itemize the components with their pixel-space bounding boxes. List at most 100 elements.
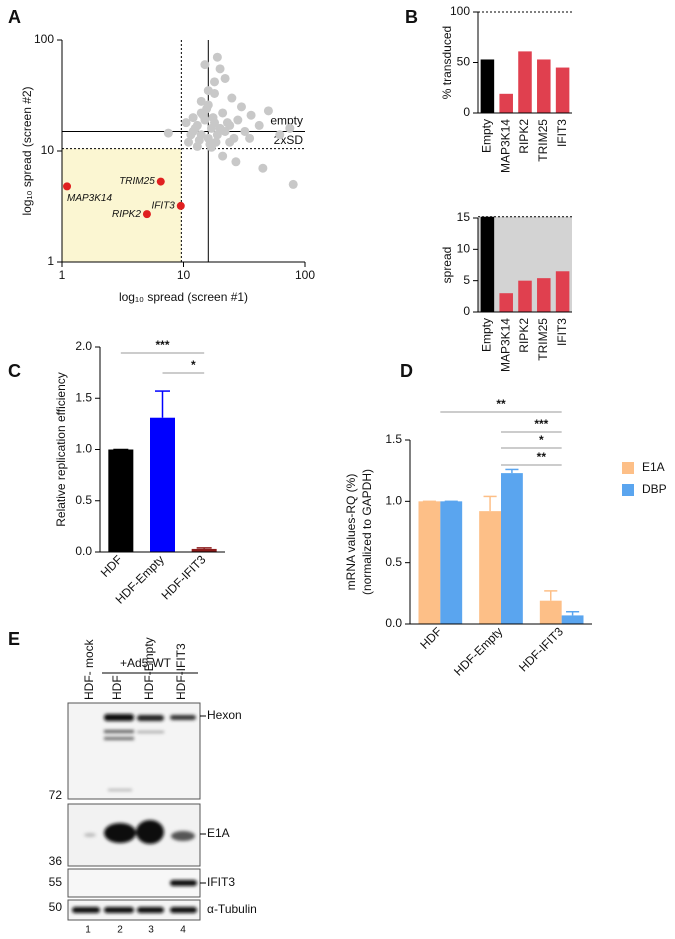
row-label: Hexon	[207, 708, 242, 722]
bar	[499, 93, 513, 113]
significance-label: ***	[155, 338, 169, 352]
bar	[480, 216, 495, 312]
y-axis-label: mRNA values-RQ (%)	[344, 474, 358, 591]
x-tick-label: MAP3K14	[498, 318, 512, 372]
lane-number: 2	[117, 925, 123, 936]
bar	[518, 51, 532, 113]
y-tick-label: 1.0	[75, 442, 92, 456]
y-tick-label: 10	[41, 143, 55, 157]
x-tick-label: TRIM25	[536, 318, 550, 361]
bar	[418, 501, 441, 624]
point	[63, 182, 72, 191]
y-tick-label: 100	[450, 4, 470, 18]
bar	[499, 293, 513, 312]
y-axis-label: Relative replication efficiency	[54, 372, 68, 527]
bar	[440, 501, 463, 624]
panel-letter: B	[405, 7, 418, 27]
point-label: MAP3K14	[67, 193, 112, 204]
x-tick-label: RIPK2	[517, 318, 531, 353]
point	[233, 115, 243, 125]
point-label: TRIM25	[119, 176, 155, 187]
point	[200, 60, 210, 70]
bar	[191, 548, 217, 552]
y-tick-label: 15	[457, 210, 471, 224]
point	[215, 64, 225, 74]
bar	[537, 59, 551, 113]
treatment-label: +Ad5-WT	[120, 656, 172, 670]
panel-letter: E	[8, 629, 20, 649]
point	[246, 110, 256, 120]
point	[263, 106, 273, 116]
x-tick-label: HDF-IFIT3	[516, 624, 566, 674]
point	[142, 210, 151, 219]
y-tick-label: 0	[463, 105, 470, 119]
x-tick-label: HDF	[98, 552, 125, 579]
y-tick-label: 1.0	[385, 494, 402, 508]
bands	[104, 714, 196, 791]
point-label: IFIT3	[151, 201, 175, 212]
highlight-region	[62, 148, 182, 262]
point	[220, 73, 230, 83]
point	[210, 88, 220, 98]
bands	[72, 907, 197, 913]
band	[170, 880, 197, 886]
lane-number: 4	[180, 925, 186, 936]
point	[176, 201, 185, 210]
bar	[555, 271, 570, 312]
point	[254, 120, 264, 130]
legend-label: E1A	[642, 460, 665, 474]
point	[236, 102, 246, 112]
blot: +Ad5-WT HDF- mock HDF HDF-Empty HDF-IFIT…	[49, 637, 257, 935]
point	[285, 123, 295, 133]
mw-marker: 36	[49, 854, 63, 868]
y-tick-label: 10	[457, 242, 471, 256]
lane-number: 1	[85, 925, 91, 936]
point	[203, 100, 213, 110]
y-axis-label: % transduced	[440, 26, 454, 99]
x-tick-label: 100	[295, 268, 315, 282]
y-tick-label: 100	[34, 32, 54, 46]
y-tick-label: 2.0	[75, 339, 92, 353]
point	[196, 108, 206, 118]
panel-letter: C	[8, 361, 21, 381]
point	[240, 126, 250, 136]
point	[184, 137, 194, 147]
point	[188, 113, 198, 123]
y-tick-label: 0.0	[75, 544, 92, 558]
mw-marker: 50	[49, 900, 63, 914]
point	[288, 179, 298, 189]
point	[222, 118, 232, 128]
point	[210, 77, 220, 87]
y-tick-label: 0.0	[385, 616, 402, 630]
bar	[501, 473, 523, 624]
y-tick-label: 0.5	[75, 493, 92, 507]
x-tick-label: 10	[177, 268, 191, 282]
point	[227, 93, 237, 103]
point	[156, 177, 165, 186]
panel-letter: A	[8, 7, 21, 27]
point	[231, 157, 241, 167]
point	[218, 151, 228, 161]
y-tick-label: 1.5	[75, 390, 92, 404]
x-tick-label: Empty	[480, 119, 494, 153]
x-tick-label: TRIM25	[536, 119, 550, 162]
x-axis-label: log₁₀ spread (screen #1)	[119, 290, 248, 304]
y-tick-label: 1.5	[385, 432, 402, 446]
point	[186, 130, 196, 140]
bands	[84, 820, 195, 844]
point	[208, 113, 218, 123]
x-tick-label: IFIT3	[555, 318, 569, 346]
point	[181, 118, 191, 128]
x-tick-label: RIPK2	[517, 119, 531, 154]
significance-label: **	[496, 397, 506, 411]
bar	[518, 280, 532, 312]
point	[275, 130, 285, 140]
point-label: RIPK2	[112, 209, 141, 220]
point	[163, 128, 173, 138]
bar	[480, 59, 495, 113]
y-axis-label: (normalized to GAPDH)	[360, 469, 374, 595]
bar	[150, 417, 175, 552]
legend-label: DBP	[642, 482, 667, 496]
bar	[108, 449, 134, 552]
